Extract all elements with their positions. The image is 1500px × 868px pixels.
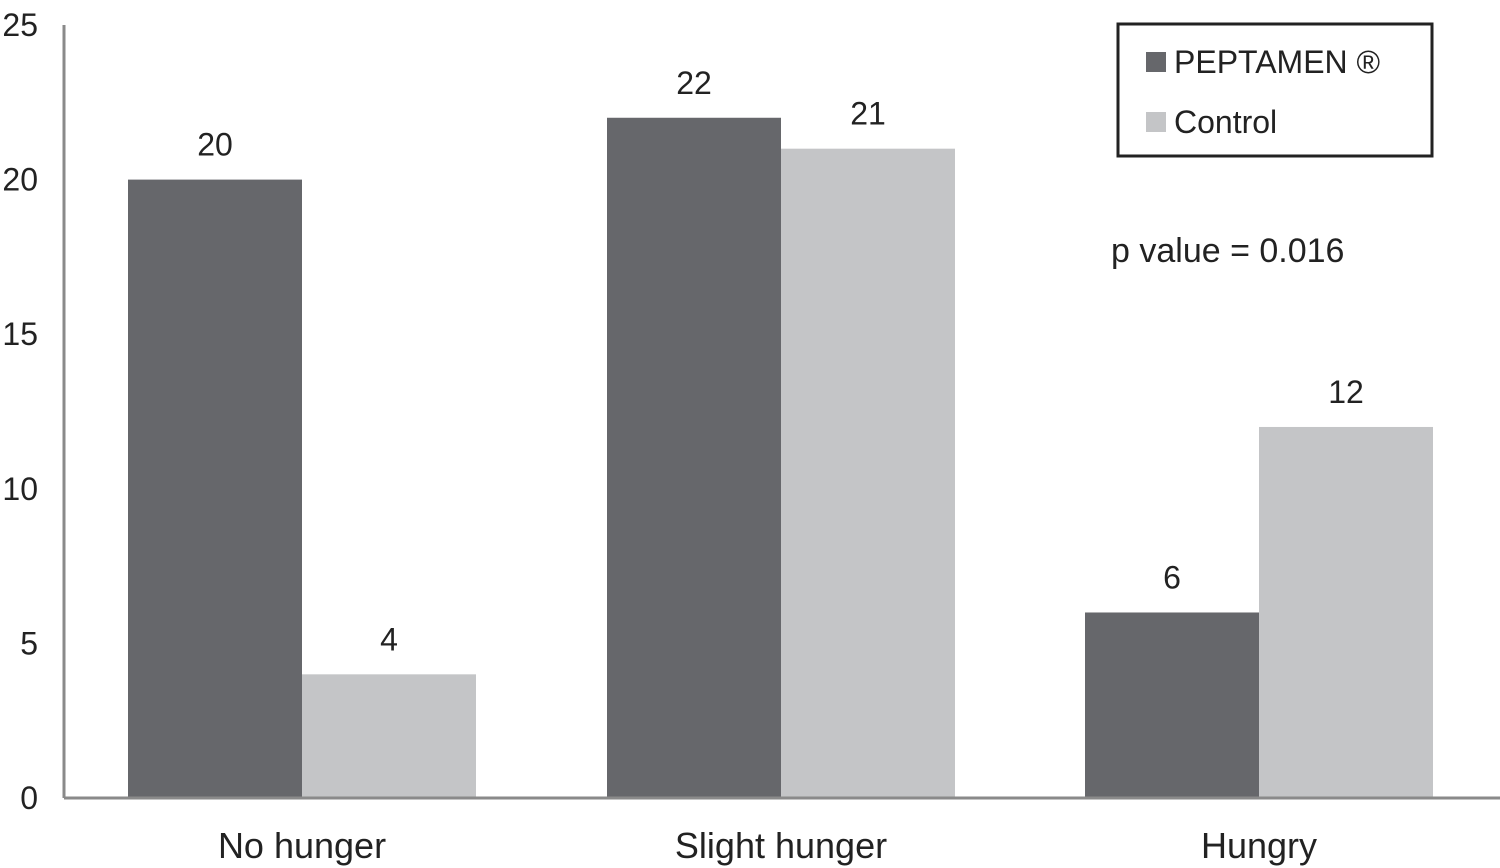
y-tick-label: 0 [20, 780, 38, 816]
legend-label-control: Control [1174, 104, 1277, 140]
y-tick-label: 10 [2, 471, 38, 507]
p-value-annotation: p value = 0.016 [1111, 232, 1344, 270]
y-tick-label: 25 [2, 7, 38, 43]
legend-label-peptamen: PEPTAMEN ® [1174, 44, 1381, 80]
bar-peptamen-1 [607, 117, 781, 798]
y-tick-label: 20 [2, 162, 38, 198]
x-axis-labels: No hunger Slight hunger Hungry [218, 825, 1317, 866]
data-label-peptamen-0: 20 [197, 127, 233, 163]
y-tick-label: 5 [20, 625, 38, 661]
bars [128, 117, 1433, 799]
data-label-peptamen-2: 6 [1163, 559, 1181, 595]
data-label-control-1: 21 [850, 96, 886, 132]
bar-control-1 [781, 148, 955, 798]
category-label: Hungry [1201, 825, 1317, 866]
y-tick-label: 15 [2, 316, 38, 352]
bar-control-0 [302, 674, 476, 798]
bar-control-2 [1259, 426, 1433, 798]
bar-peptamen-0 [128, 179, 302, 799]
bar-peptamen-2 [1085, 612, 1259, 798]
legend: PEPTAMEN ® Control [1116, 22, 1434, 158]
category-label: Slight hunger [675, 825, 887, 866]
legend-swatch-control [1146, 112, 1166, 132]
data-label-control-0: 4 [380, 621, 398, 657]
legend-frame [1116, 22, 1434, 158]
y-axis-ticks: 0 5 10 15 20 25 [2, 7, 38, 816]
category-label: No hunger [218, 825, 386, 866]
legend-swatch-peptamen [1146, 52, 1166, 72]
data-label-peptamen-1: 22 [676, 65, 712, 101]
data-labels: 20 4 22 21 6 12 [197, 65, 1364, 658]
data-label-control-2: 12 [1328, 374, 1364, 410]
